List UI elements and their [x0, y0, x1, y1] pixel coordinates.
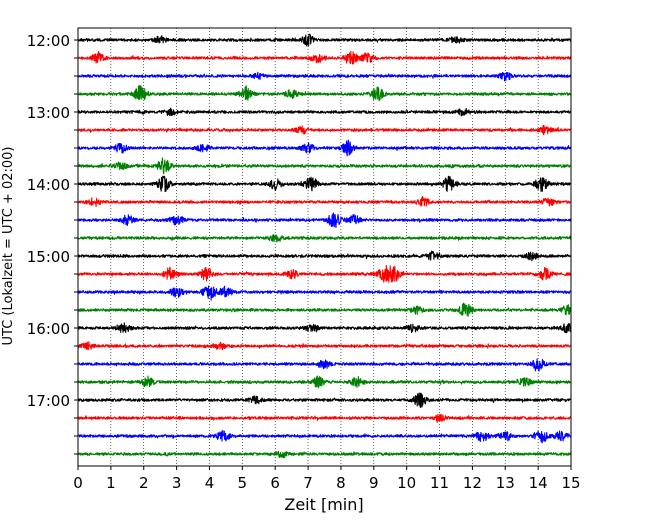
- trace-1545: [77, 302, 572, 317]
- x-tick-label-14: 14: [529, 474, 548, 492]
- trace-1345: [77, 157, 572, 175]
- trace-1645: [77, 375, 572, 389]
- y-tick-label-5: 17:00: [27, 392, 70, 410]
- x-tick-label-13: 13: [496, 474, 515, 492]
- x-tick-label-9: 9: [369, 474, 379, 492]
- trace-1245: [77, 84, 572, 102]
- x-tick-label-1: 1: [106, 474, 116, 492]
- trace-1615: [77, 341, 572, 351]
- trace-1630: [77, 358, 572, 372]
- x-tick-label-6: 6: [270, 474, 280, 492]
- y-tick-label-1: 13:00: [27, 104, 70, 122]
- trace-1430: [77, 212, 572, 229]
- x-axis-title: Zeit [min]: [284, 495, 363, 514]
- x-tick-label-15: 15: [561, 474, 580, 492]
- trace-1745: [77, 450, 572, 459]
- trace-1700: [77, 392, 572, 409]
- trace-1445: [77, 233, 572, 243]
- x-tick-label-7: 7: [303, 474, 313, 492]
- trace-1600: [77, 322, 572, 334]
- trace-1730: [77, 429, 572, 444]
- trace-1500: [77, 250, 572, 262]
- trace-1315: [77, 124, 572, 136]
- x-tick-label-11: 11: [430, 474, 449, 492]
- x-tick-label-2: 2: [139, 474, 149, 492]
- x-tick-label-8: 8: [336, 474, 346, 492]
- trace-1415: [77, 195, 572, 207]
- trace-1200: [77, 33, 572, 47]
- x-tick-label-3: 3: [172, 474, 182, 492]
- seismogram-traces: [77, 33, 572, 459]
- x-tick-label-4: 4: [205, 474, 215, 492]
- y-tick-label-0: 12:00: [27, 32, 70, 50]
- x-axis: 0 1 2 3 4 5 6 7 8 9 10 11 12 13 14 15: [73, 466, 581, 492]
- y-tick-label-2: 14:00: [27, 176, 70, 194]
- trace-1330: [77, 139, 572, 157]
- trace-1400: [77, 175, 572, 193]
- x-tick-label-10: 10: [397, 474, 416, 492]
- trace-1230: [77, 71, 572, 82]
- trace-1515: [77, 265, 572, 283]
- trace-1215: [77, 50, 572, 65]
- y-tick-label-4: 16:00: [27, 320, 70, 338]
- trace-1530: [77, 285, 572, 301]
- x-tick-label-12: 12: [463, 474, 482, 492]
- x-tick-label-0: 0: [73, 474, 83, 492]
- plot-frame: [77, 27, 572, 467]
- x-tick-label-5: 5: [238, 474, 248, 492]
- y-tick-label-3: 15:00: [27, 248, 70, 266]
- trace-1300: [77, 107, 572, 117]
- y-axis: 12:00 13:00 14:00 15:00 16:00 17:00: [27, 32, 78, 455]
- trace-1715: [77, 413, 572, 423]
- y-axis-title: UTC (Lokalzeit = UTC + 02:00): [1, 147, 16, 346]
